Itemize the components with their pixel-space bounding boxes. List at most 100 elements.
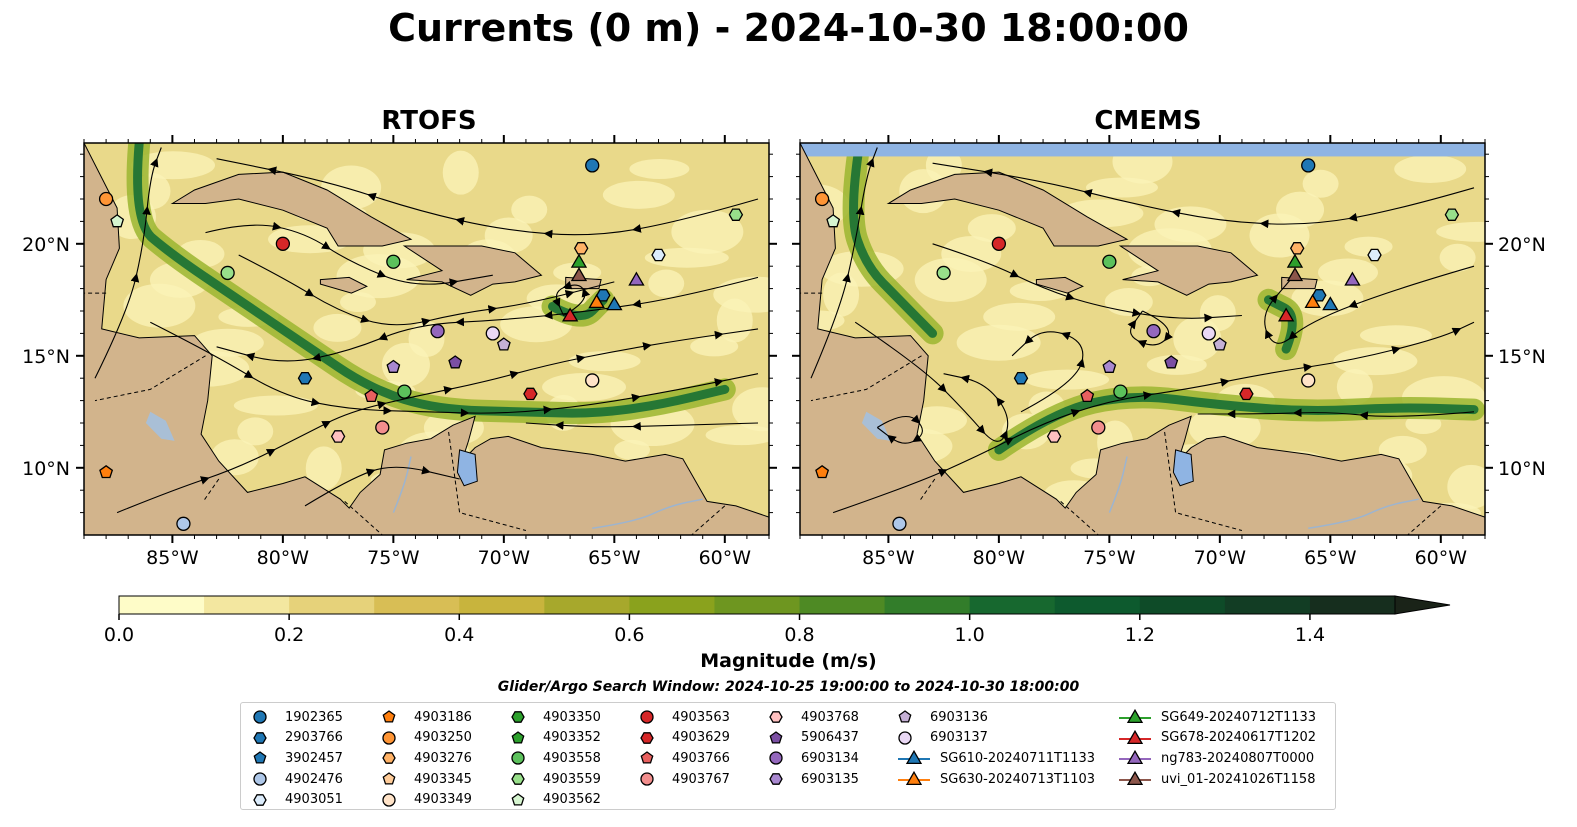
legend-label: 4903629: [672, 730, 730, 746]
colorbar-segment: [969, 596, 1056, 614]
legend-label: 4903276: [414, 750, 472, 766]
legend-marker: [511, 773, 525, 785]
float-marker: [1102, 359, 1117, 373]
lake-nicaragua: [861, 411, 891, 441]
lon-tick-label: 65°W: [588, 547, 641, 569]
legend-label: 4903051: [285, 792, 343, 808]
float-marker: [1239, 387, 1254, 401]
streamline: [552, 280, 591, 316]
legend-label: 4903349: [414, 792, 472, 808]
legend-item: 4903345: [380, 769, 472, 790]
streamline: [238, 254, 615, 327]
colorbar-extend: [1394, 595, 1451, 615]
streamline: [150, 321, 759, 418]
legend-item: 4903563: [638, 707, 730, 728]
legend-item: 4903766: [638, 748, 730, 769]
legend-marker: [1126, 709, 1144, 724]
legend-marker: [905, 750, 923, 765]
lon-tick-label: 75°W: [367, 547, 420, 569]
legend-label: 4903563: [672, 709, 730, 725]
legend-marker: [511, 792, 525, 806]
float-marker: [628, 271, 645, 286]
legend-item: 5906437: [767, 728, 859, 749]
colorbar-segment: [119, 596, 205, 614]
float-marker: [585, 158, 600, 173]
legend-label: SG610-20240711T1133: [940, 750, 1096, 766]
legend-label: 4903350: [543, 709, 601, 725]
float-marker: [588, 293, 605, 309]
legend-label: 4903562: [543, 792, 601, 808]
colorbar-segment: [799, 596, 886, 614]
lon-tick-label: 60°W: [699, 547, 752, 569]
legend-marker-icon: [769, 711, 783, 724]
colorbar-tick-label: 1.2: [1125, 624, 1155, 646]
lat-tick-label: 15°N: [22, 346, 70, 368]
float-marker: [1046, 430, 1062, 443]
streamline: [216, 158, 759, 239]
streamline: [94, 147, 162, 379]
colorbar-tick-label: 1.0: [955, 624, 985, 646]
legend-label: 4902476: [285, 771, 343, 787]
legend-marker-icon: [1119, 770, 1151, 786]
legend: 1902365 2903766 3902457 4902476 4903051 49031…: [240, 702, 1336, 810]
float-marker: [1367, 248, 1382, 262]
legend-item: 6903137: [896, 728, 1095, 749]
float-marker: [991, 236, 1007, 251]
legend-marker-icon: [382, 710, 396, 723]
float-marker: [936, 265, 951, 281]
legend-marker: [253, 793, 267, 806]
legend-label: uvi_01-20241026T1158: [1161, 771, 1316, 787]
legend-item: SG630-20240713T1103: [896, 769, 1095, 790]
legend-marker-icon: [769, 773, 783, 785]
streamline: [205, 221, 493, 287]
legend-marker: [898, 710, 912, 723]
legend-marker: [511, 731, 525, 744]
legend-item: 4903629: [638, 728, 730, 749]
float-marker: [496, 337, 511, 351]
legend-marker: [253, 732, 267, 744]
legend-marker-icon: [769, 751, 783, 766]
lake-nicaragua: [145, 411, 175, 441]
legend-item: 4903562: [509, 789, 601, 810]
lat-tick-label: 15°N: [1498, 346, 1546, 368]
panel-title-cmems: CMEMS: [1094, 106, 1202, 136]
float-marker: [1289, 242, 1305, 255]
float-marker: [1201, 326, 1216, 341]
colorbar-label: Magnitude (m/s): [700, 650, 877, 672]
legend-item: SG610-20240711T1133: [896, 748, 1095, 769]
legend-marker: [382, 731, 396, 745]
colorbar-tick-label: 0.6: [614, 624, 644, 646]
colorbar-tick-label: 0.8: [784, 624, 814, 646]
legend-marker-icon: [1119, 750, 1151, 765]
lon-tick-label: 70°W: [478, 547, 531, 569]
float-marker: [1322, 296, 1339, 311]
legend-marker: [640, 772, 654, 786]
float-marker: [364, 388, 379, 403]
legend-marker-icon: [253, 732, 267, 744]
legend-item: 4903350: [509, 707, 601, 728]
legend-label: 5906437: [801, 730, 859, 746]
legend-item: 6903135: [767, 769, 859, 790]
lon-tick-label: 60°W: [1415, 547, 1468, 569]
float-marker: [220, 265, 235, 281]
legend-label: 4903352: [543, 730, 601, 746]
rtofs-map-panel: [83, 142, 770, 536]
legend-label: 6903136: [930, 709, 988, 725]
cmems-map-panel: [799, 142, 1486, 536]
legend-label: 1902365: [285, 709, 343, 725]
float-marker: [1080, 388, 1095, 403]
streamline: [1127, 310, 1173, 349]
legend-item: 6903134: [767, 748, 859, 769]
legend-marker-icon: [382, 793, 396, 807]
colorbar-segment: [629, 596, 715, 614]
float-marker: [892, 516, 907, 531]
streamline: [932, 243, 1242, 323]
legend-item: 4903768: [767, 707, 859, 728]
legend-column: 4903563 4903629 4903766 4903767: [638, 707, 730, 789]
colorbar-segment: [289, 596, 375, 614]
colorbar-tick-label: 1.4: [1295, 624, 1325, 646]
float-marker: [176, 516, 191, 531]
float-marker: [330, 430, 346, 443]
float-marker: [1091, 420, 1106, 435]
legend-marker: [769, 751, 783, 766]
